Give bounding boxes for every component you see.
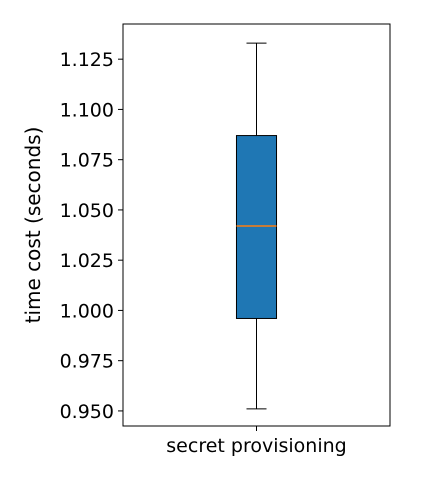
y-tick-label: 1.075	[60, 150, 114, 172]
y-tick-label: 0.950	[60, 401, 114, 423]
x-axis: secret provisioning	[166, 426, 347, 457]
box-iqr	[235, 135, 278, 319]
y-tick-label: 0.975	[60, 351, 114, 373]
plot-layer	[235, 42, 278, 410]
y-tick-label: 1.100	[60, 99, 114, 121]
y-tick-label: 1.125	[60, 49, 114, 71]
y-axis: 0.950 0.975 1.000 1.025 1.050 1.075 1.100 1.125	[60, 49, 123, 423]
y-tick-label: 1.050	[60, 200, 114, 222]
y-tick-label: 1.025	[60, 250, 114, 272]
x-tick-label: secret provisioning	[166, 435, 346, 457]
y-axis-label: time cost (seconds)	[21, 127, 45, 324]
y-tick-label: 1.000	[60, 300, 114, 322]
